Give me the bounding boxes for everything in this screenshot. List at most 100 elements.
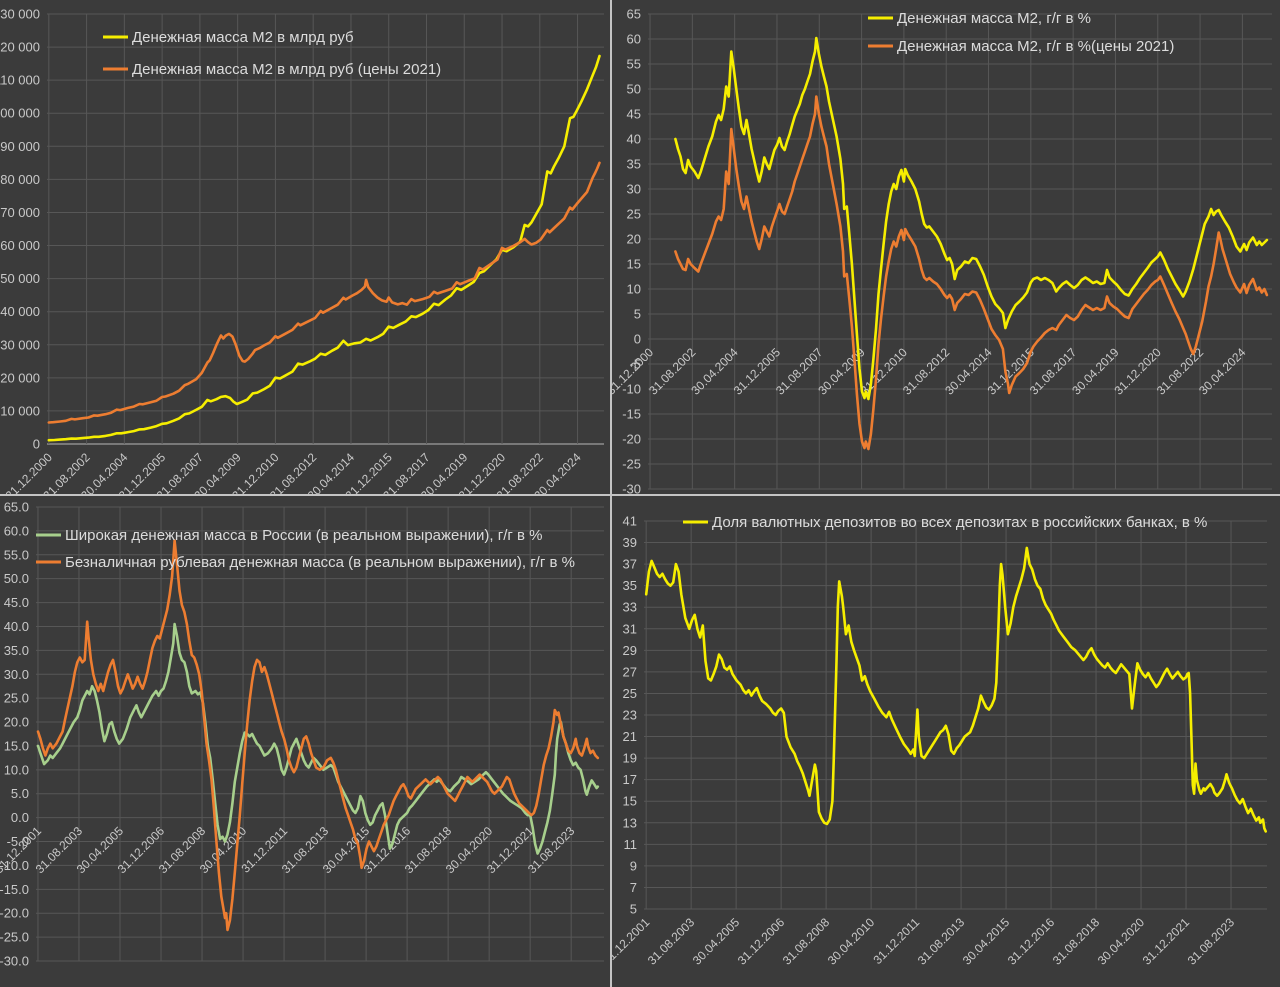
y-tick-label: 55.0 <box>4 547 29 562</box>
y-tick-label: 60 <box>627 32 641 47</box>
y-tick-label: 21 <box>623 729 637 744</box>
legend-label-m2-yoy-nominal: Денежная масса М2, г/г в % <box>897 10 1091 27</box>
legend-label-m2-nominal: Денежная масса М2 в млрд руб <box>132 29 354 46</box>
x-tick-label: 30.04.2024 <box>1196 345 1249 398</box>
y-tick-label: -25.0 <box>0 930 29 945</box>
y-tick-label: -10.0 <box>0 858 29 873</box>
series-line-broad-money-real <box>36 622 600 855</box>
y-tick-label: 40 <box>627 132 641 147</box>
legend-label-fx-deposit-share: Доля валютных депозитов во всех депозита… <box>712 514 1207 531</box>
y-tick-label: 100 000 <box>0 106 40 121</box>
series-line-fx-deposit-share <box>644 546 1268 833</box>
y-tick-label: 65.0 <box>4 500 29 515</box>
y-tick-label: 20 <box>627 232 641 247</box>
x-tick-label: 30.04.2015 <box>960 915 1013 968</box>
series-line-m2-yoy-real <box>674 95 1269 451</box>
fx-deposit-share-svg: 41 39 37 35 33 31 29 27 25 23 21 19 17 15 13 11 9 7 5 31.12… <box>612 514 1268 968</box>
y-tick-label: 30.0 <box>4 667 29 682</box>
y-tick-label: -30.0 <box>0 954 29 969</box>
y-tick-label: 0 <box>634 332 641 347</box>
x-tick-label: 31.08.2003 <box>645 915 698 968</box>
x-tick-label: 31.12.2021 <box>1140 915 1193 968</box>
y-tick-label: 55 <box>627 57 641 72</box>
y-tick-label: 120 000 <box>0 40 40 55</box>
y-tick-label: 13 <box>623 815 637 830</box>
y-tick-label: -5.0 <box>7 834 29 849</box>
y-tick-label: 65 <box>627 7 641 22</box>
y-tick-label: 39 <box>623 535 637 550</box>
y-tick-label: 50.0 <box>4 571 29 586</box>
series-line-m2-real-2021 <box>47 161 601 424</box>
y-tick-label: -10 <box>622 382 641 397</box>
y-tick-label: 20 000 <box>0 370 40 385</box>
broad-money-real-yoy-svg: 65.0 60.0 55.0 50.0 45.0 40.0 35.0 30.0 25.0 20.0… <box>0 500 604 969</box>
y-tick-label: 10.0 <box>4 762 29 777</box>
x-tick-label: 31.12.2011 <box>870 915 922 967</box>
chart-panel-broad-money-real-yoy: 65.0 60.0 55.0 50.0 45.0 40.0 35.0 30.0 25.0 20.0… <box>0 496 610 987</box>
m2-levels-svg: 130 000 120 000 110 000 100 000 90 000 80 000… <box>0 7 604 494</box>
y-tick-label: 0.0 <box>11 810 29 825</box>
y-tick-label: 23 <box>623 708 637 723</box>
y-tick-label: 9 <box>630 858 637 873</box>
y-tick-label: 30 <box>627 182 641 197</box>
series-line-noncash-ruble-real <box>36 539 600 932</box>
y-tick-label: 110 000 <box>0 73 40 88</box>
y-tick-label: 35.0 <box>4 643 29 658</box>
series-line-m2-yoy-nominal <box>674 36 1269 401</box>
x-tick-label: 30.04.2010 <box>825 915 878 968</box>
y-tick-label: 5 <box>634 307 641 322</box>
legend-label-m2-real-2021: Денежная масса М2 в млрд руб (цены 2021) <box>132 61 441 78</box>
chart-panel-m2-levels: 130 000 120 000 110 000 100 000 90 000 80 000… <box>0 0 610 494</box>
y-tick-label: 35 <box>627 157 641 172</box>
y-tick-label: 15 <box>623 794 637 809</box>
y-tick-label: 41 <box>623 514 637 529</box>
y-tick-label: 25 <box>623 686 637 701</box>
y-tick-label: -25 <box>622 457 641 472</box>
y-tick-label: 5 <box>630 902 637 917</box>
y-tick-label: 5.0 <box>11 786 29 801</box>
y-tick-label: -30 <box>622 482 641 495</box>
series-line-m2-nominal <box>47 54 601 442</box>
y-tick-label: 15.0 <box>4 738 29 753</box>
x-tick-label: 30.04.2005 <box>690 915 743 968</box>
chart-panel-m2-yoy: 65 60 55 50 45 40 35 30 25 20 15 10 5 0 -5 -10 -15 -20 -25… <box>612 0 1280 494</box>
y-tick-label: -15 <box>622 407 641 422</box>
y-tick-label: 7 <box>630 880 637 895</box>
y-tick-label: 33 <box>623 600 637 615</box>
y-tick-label: 15 <box>627 257 641 272</box>
y-tick-label: 10 000 <box>0 403 40 418</box>
y-tick-label: 45 <box>627 107 641 122</box>
x-tick-label: 31.12.2016 <box>1005 915 1058 968</box>
legend-label-m2-yoy-real: Денежная масса М2, г/г в %(цены 2021) <box>897 38 1174 55</box>
y-tick-label: 11 <box>624 837 638 852</box>
y-tick-label: 40 000 <box>0 304 40 319</box>
y-tick-label: 130 000 <box>0 7 40 22</box>
y-tick-label: 80 000 <box>0 172 40 187</box>
y-tick-label: 0 <box>33 437 40 452</box>
legend-label-noncash-ruble-real: Безналичная рублевая денежная масса (в р… <box>65 554 575 571</box>
x-tick-label: 31.08.2008 <box>780 915 833 968</box>
y-tick-label: -20 <box>622 432 641 447</box>
chart-panel-fx-deposit-share: 41 39 37 35 33 31 29 27 25 23 21 19 17 15 13 11 9 7 5 31.12… <box>612 496 1280 987</box>
y-tick-label: 17 <box>623 772 637 787</box>
y-tick-label: -5 <box>629 357 641 372</box>
y-tick-label: 30 000 <box>0 337 40 352</box>
y-tick-label: 35 <box>623 578 637 593</box>
legend-label-broad-money-real: Широкая денежная масса в России (в реаль… <box>65 527 543 544</box>
y-tick-label: 45.0 <box>4 595 29 610</box>
y-tick-label: 37 <box>623 557 637 572</box>
y-tick-label: 25.0 <box>4 691 29 706</box>
x-tick-label: 31.08.2013 <box>915 915 968 968</box>
x-tick-label: 31.08.2023 <box>1185 915 1238 968</box>
x-tick-label: 31.12.2006 <box>735 915 788 968</box>
y-tick-label: 90 000 <box>0 139 40 154</box>
x-tick-label: 30.04.2020 <box>1095 915 1148 968</box>
y-tick-label: -20.0 <box>0 906 29 921</box>
y-tick-label: 40.0 <box>4 619 29 634</box>
y-tick-label: 60 000 <box>0 238 40 253</box>
y-tick-label: 70 000 <box>0 205 40 220</box>
x-tick-label: 31.08.2018 <box>1050 915 1103 968</box>
y-tick-label: 19 <box>623 751 637 766</box>
y-tick-label: 29 <box>623 643 637 658</box>
y-tick-label: 27 <box>623 664 637 679</box>
